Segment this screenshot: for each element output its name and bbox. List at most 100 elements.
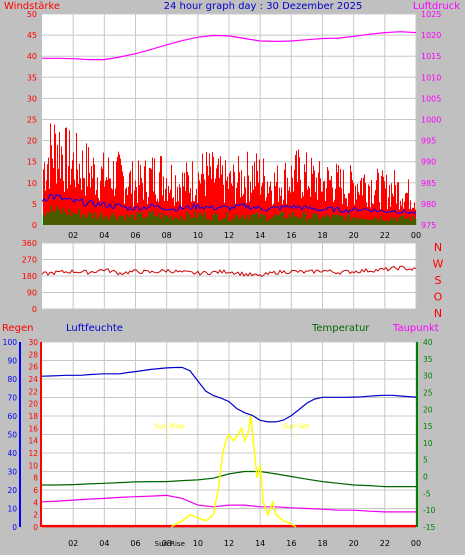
wind-tick-label: 25 (27, 116, 37, 125)
time-tick-label: 04 (99, 231, 109, 240)
time-tick-label: 14 (255, 539, 265, 548)
pressure-line (42, 31, 417, 61)
rain-tick-label: 20 (28, 400, 38, 409)
pressure-tick-label: 990 (421, 158, 436, 167)
wind-tick-label: 50 (27, 10, 37, 19)
direction-tick-label: 180 (22, 272, 37, 281)
time-tick-label: 08 (162, 231, 172, 240)
wind-axis-ticks: 0 5 10 15 20 25 30 35 40 45 50 (27, 10, 37, 230)
climate-time-ticks: 02 04 06 08 10 12 14 16 18 20 22 00 (68, 539, 421, 548)
time-tick-label: 02 (68, 539, 78, 548)
solar-line (170, 415, 297, 528)
wind-axis-title: Windstärke (4, 1, 60, 12)
temperature-tick-label: 20 (423, 405, 433, 414)
pressure-series (42, 31, 417, 61)
rain-tick-label: 30 (28, 338, 38, 347)
compass-label: S (435, 274, 442, 287)
graph-title: 24 hour graph day : 30 Dezember 2025 (164, 1, 363, 12)
compass-label: N (434, 307, 442, 320)
temperature-tick-label: 0 (423, 473, 428, 482)
time-tick-label: 10 (193, 231, 203, 240)
rain-tick-label: 22 (28, 387, 38, 396)
compass-label: W (433, 258, 444, 271)
humidity-tick-label: 90 (7, 357, 17, 366)
temperature-tick-label: 25 (423, 388, 433, 397)
time-tick-label: 10 (193, 539, 203, 548)
sun-axis-label: Sun Rise (155, 540, 185, 548)
temperature-tick-label: 40 (423, 338, 433, 347)
humidity-tick-label: 80 (7, 375, 17, 384)
time-tick-label: 16 (286, 231, 296, 240)
wind-tick-label: 0 (32, 221, 37, 230)
time-tick-label: 08 (162, 539, 172, 548)
temperature-axis-title: Temperatur (311, 323, 370, 334)
direction-line (41, 265, 417, 278)
pressure-tick-label: 975 (421, 221, 436, 230)
humidity-tick-label: 40 (7, 449, 17, 458)
sun-event-label: Sun Set (282, 422, 309, 430)
humidity-tick-label: 50 (7, 431, 17, 440)
humidity-tick-label: 30 (7, 468, 17, 477)
pressure-tick-label: 995 (421, 137, 436, 146)
humidity-tick-label: 70 (7, 394, 17, 403)
pressure-tick-label: 985 (421, 179, 436, 188)
direction-tick-label: 0 (32, 305, 37, 314)
pressure-tick-label: 1025 (421, 10, 441, 19)
rain-axis-bar (40, 342, 42, 527)
humidity-axis-title: Luftfeuchte (66, 323, 123, 334)
rain-axis-title: Regen (2, 323, 34, 334)
pressure-tick-label: 1020 (421, 31, 441, 40)
pressure-tick-label: 1015 (421, 52, 441, 61)
pressure-tick-label: 1000 (421, 116, 441, 125)
pressure-tick-label: 980 (421, 200, 436, 209)
rain-tick-label: 0 (33, 523, 38, 532)
wind-time-ticks: 02 04 06 08 10 12 14 16 18 20 22 00 (68, 231, 421, 240)
wind-tick-label: 10 (27, 179, 37, 188)
temperature-tick-label: -10 (423, 506, 435, 515)
wind-grid (42, 13, 417, 226)
time-tick-label: 12 (224, 539, 234, 548)
temperature-tick-label: 10 (423, 439, 433, 448)
time-tick-label: 12 (224, 231, 234, 240)
rain-tick-label: 26 (28, 363, 38, 372)
time-tick-label: 18 (317, 231, 327, 240)
temperature-tick-label: 5 (423, 456, 428, 465)
rain-tick-label: 10 (28, 461, 38, 470)
humidity-tick-label: 100 (3, 338, 18, 347)
temperature-tick-label: -5 (423, 489, 431, 498)
humidity-tick-label: 60 (7, 412, 17, 421)
direction-series (41, 265, 417, 278)
rain-tick-label: 12 (28, 449, 38, 458)
wind-average-line (41, 193, 417, 215)
pressure-axis-title: Luftdruck (413, 1, 460, 12)
climate-series (41, 366, 417, 528)
rain-tick-label: 18 (28, 412, 38, 421)
wind-average-series (41, 193, 417, 215)
compass-label: N (434, 241, 442, 254)
pressure-tick-label: 1005 (421, 94, 441, 103)
wind-tick-label: 5 (32, 200, 37, 209)
wind-tick-label: 45 (27, 31, 37, 40)
direction-axis-ticks: 0 90 180 270 360 (22, 239, 37, 314)
rain-tick-label: 28 (28, 350, 38, 359)
rain-tick-label: 16 (28, 424, 38, 433)
humidity-line (41, 366, 417, 423)
rain-tick-label: 24 (28, 375, 38, 384)
temperature-line (42, 470, 416, 488)
compass-label: O (434, 291, 443, 304)
time-tick-label: 02 (68, 231, 78, 240)
direction-tick-label: 360 (22, 239, 37, 248)
wind-tick-label: 20 (27, 137, 37, 146)
rain-tick-label: 4 (33, 498, 38, 507)
humidity-tick-label: 10 (7, 505, 17, 514)
wind-tick-label: 35 (27, 73, 37, 82)
rain-tick-label: 6 (33, 486, 38, 495)
rain-tick-label: 2 (33, 511, 38, 520)
humidity-axis-bar (19, 342, 21, 527)
wind-low-series (42, 205, 417, 225)
time-tick-label: 14 (255, 231, 265, 240)
temperature-axis-ticks: -15 -10 -5 0 5 10 15 20 25 30 35 40 (423, 338, 435, 532)
time-tick-label: 18 (317, 539, 327, 548)
